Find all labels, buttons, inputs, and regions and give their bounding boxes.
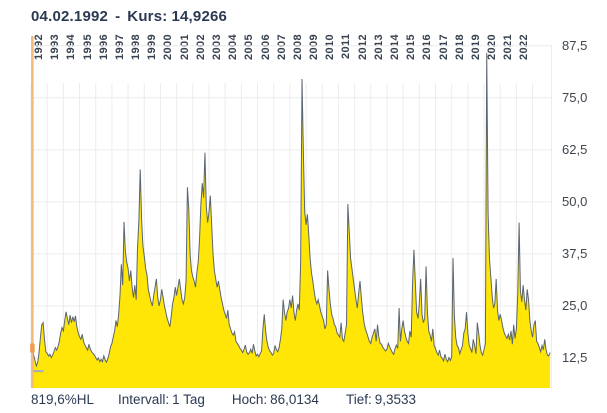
crosshair-point	[30, 343, 35, 353]
high-readout: Hoch: 86,0134	[232, 392, 322, 407]
interval-label: Intervall:	[118, 392, 170, 407]
readout-separator: -	[115, 8, 121, 25]
y-axis-tick-label: 12,5	[562, 350, 588, 365]
interval-value: 1 Tag	[172, 392, 205, 407]
y-axis-tick-label: 50,0	[562, 193, 588, 209]
y-axis-tick-label: 25,0	[562, 297, 588, 313]
price-line	[31, 52, 551, 368]
price-area	[32, 52, 551, 388]
crosshair-readout: 04.02.1992- Kurs: 14,9266	[31, 8, 227, 25]
low-readout: Tief: 9,3533	[346, 392, 419, 407]
y-axis-tick-label: 62,5	[562, 141, 588, 157]
kurs-label: Kurs:	[127, 8, 168, 25]
kurs-value: 14,9266	[171, 8, 228, 25]
hl-range-percent: 819,6%HL	[31, 392, 95, 407]
y-axis-tick-label: 75,0	[562, 89, 588, 105]
low-value: 9,3533	[374, 392, 417, 407]
interval-readout: Intervall: 1 Tag	[118, 392, 208, 407]
high-label: Hoch:	[231, 392, 268, 407]
status-bar: 819,6%HL Intervall: 1 Tag Hoch: 86,0134 Ti…	[31, 392, 419, 407]
chart-plot-area[interactable]	[30, 33, 552, 388]
y-axis-tick-label: 37,5	[562, 245, 588, 261]
high-value: 86,0134	[270, 392, 319, 407]
crosshair-date: 04.02.1992	[31, 8, 109, 25]
low-label: Tief:	[345, 392, 372, 407]
y-axis-tick-label: 87,5	[562, 37, 588, 53]
